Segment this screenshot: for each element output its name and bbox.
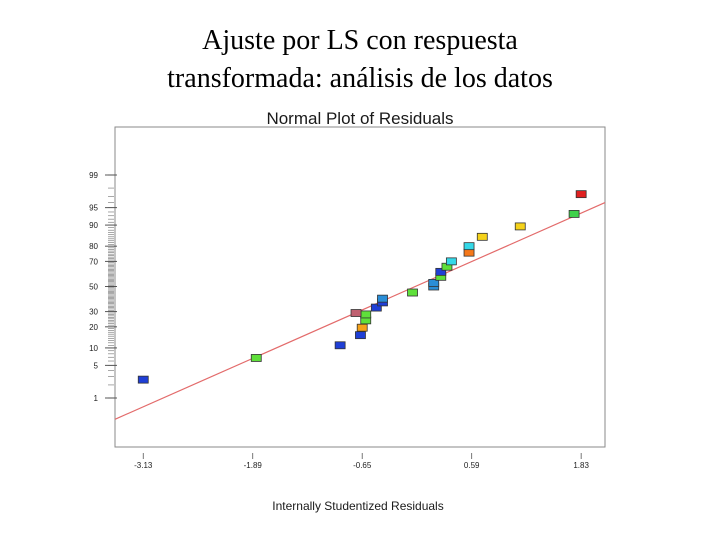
x-tick-label: -3.13 (134, 461, 153, 470)
data-point (334, 341, 346, 350)
data-point (377, 294, 388, 303)
data-point (360, 310, 372, 319)
y-tick-label: 80 (89, 242, 98, 251)
y-tick-label: 90 (89, 221, 98, 230)
y-tick-label: 30 (89, 308, 98, 317)
x-tick-label: -1.89 (244, 461, 263, 470)
x-axis: -3.13 -1.89 -0.65 0.59 1.83 (134, 453, 589, 470)
data-point (356, 323, 368, 332)
data-point (463, 242, 475, 251)
y-tick-label: 1 (94, 394, 99, 403)
data-point (463, 248, 475, 257)
slide-title-line-1: Ajuste por LS con respuesta (202, 25, 518, 56)
x-tick-label: 0.59 (464, 461, 480, 470)
y-tick-label: 20 (89, 323, 98, 332)
data-point (137, 375, 149, 384)
x-tick-label: -0.65 (353, 461, 372, 470)
data-point (428, 278, 440, 287)
slide-title: Ajuste por LS con respuesta transformada… (0, 22, 720, 98)
chart-title: Normal Plot of Residuals (266, 109, 453, 128)
data-point (407, 288, 418, 297)
plot-frame (114, 126, 606, 448)
x-axis-label: Internally Studentized Residuals (272, 499, 443, 513)
data-point (568, 210, 580, 218)
data-point (575, 190, 587, 199)
data-point (250, 354, 262, 362)
y-axis: 1 5 10 20 30 50 70 80 90 95 99 (89, 171, 117, 403)
y-tick-label: 5 (94, 361, 99, 370)
y-tick-label: 50 (89, 283, 98, 292)
data-point (350, 309, 362, 317)
data-point (370, 303, 382, 312)
y-tick-label: 95 (89, 204, 98, 213)
points-layer (137, 190, 587, 384)
data-point (514, 222, 526, 231)
x-tick-label: 1.83 (573, 461, 589, 470)
data-point (355, 331, 366, 340)
data-point (445, 257, 457, 266)
data-point (476, 232, 488, 241)
y-tick-label: 70 (89, 257, 98, 266)
y-tick-label: 99 (89, 171, 98, 180)
data-point (435, 267, 447, 276)
y-tick-label: 10 (89, 344, 98, 353)
slide-title-line-2: transformada: análisis de los datos (167, 63, 553, 94)
